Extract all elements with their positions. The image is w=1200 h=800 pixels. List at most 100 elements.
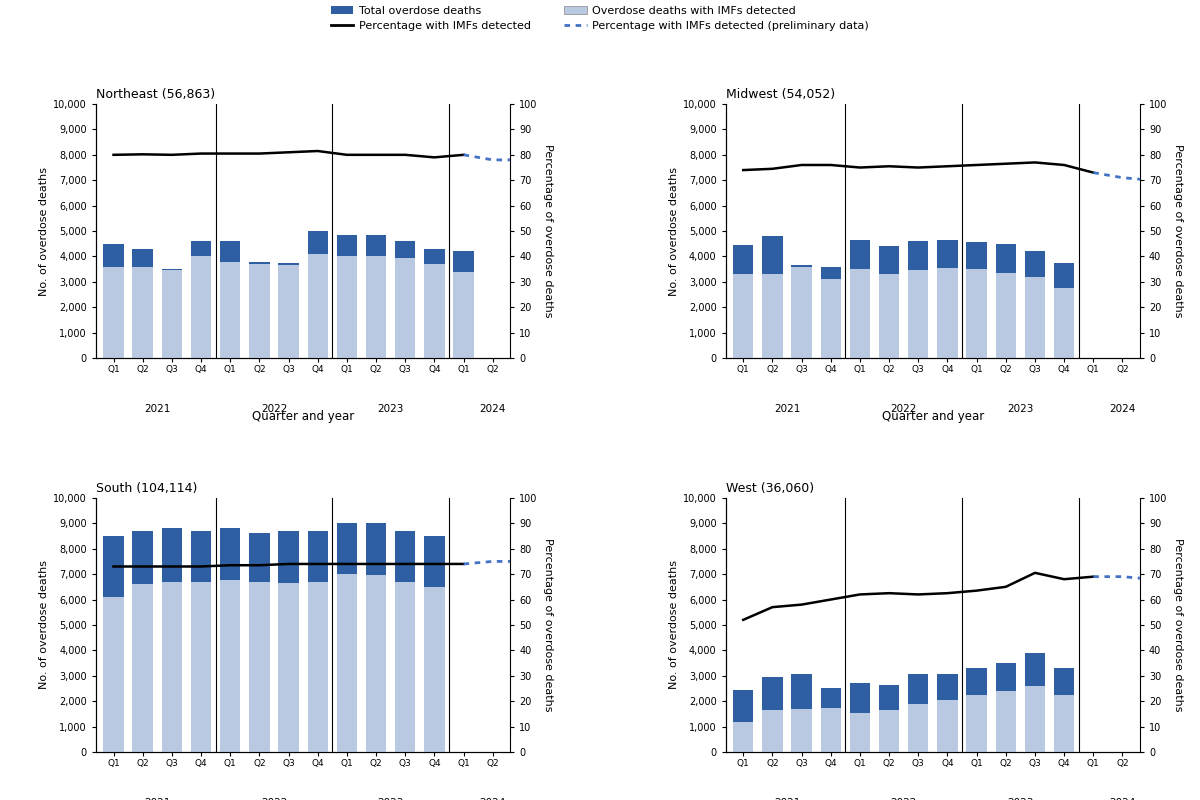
Bar: [937, 674, 958, 752]
Bar: [878, 710, 899, 752]
Bar: [850, 713, 870, 752]
Text: 2024: 2024: [1109, 404, 1135, 414]
Bar: [162, 270, 182, 358]
Bar: [1025, 251, 1045, 358]
Bar: [337, 235, 358, 358]
Text: 2024: 2024: [1109, 798, 1135, 800]
Text: 2022: 2022: [260, 404, 287, 414]
Y-axis label: No. of overdose deaths: No. of overdose deaths: [668, 561, 679, 690]
Bar: [850, 269, 870, 358]
Bar: [821, 689, 841, 752]
Bar: [966, 269, 986, 358]
Bar: [307, 231, 328, 358]
Y-axis label: No. of overdose deaths: No. of overdose deaths: [40, 561, 49, 690]
Text: Northeast (56,863): Northeast (56,863): [96, 89, 215, 102]
X-axis label: Quarter and year: Quarter and year: [252, 410, 354, 423]
Bar: [337, 523, 358, 752]
Bar: [425, 536, 445, 752]
Bar: [278, 531, 299, 752]
Bar: [250, 582, 270, 752]
Bar: [762, 236, 782, 358]
Bar: [878, 685, 899, 752]
Bar: [425, 587, 445, 752]
Bar: [191, 242, 211, 358]
Text: South (104,114): South (104,114): [96, 482, 197, 495]
Bar: [278, 583, 299, 752]
Bar: [220, 262, 240, 358]
Bar: [395, 242, 415, 358]
Bar: [307, 582, 328, 752]
Bar: [733, 722, 754, 752]
Bar: [132, 249, 152, 358]
Bar: [366, 575, 386, 752]
Bar: [937, 268, 958, 358]
Bar: [966, 242, 986, 358]
Bar: [454, 251, 474, 358]
Bar: [132, 584, 152, 752]
Text: 2023: 2023: [378, 404, 404, 414]
Bar: [733, 690, 754, 752]
Bar: [966, 668, 986, 752]
Bar: [1054, 263, 1074, 358]
Bar: [733, 245, 754, 358]
Bar: [162, 582, 182, 752]
Bar: [395, 531, 415, 752]
Bar: [103, 536, 124, 752]
Bar: [821, 707, 841, 752]
Text: Midwest (54,052): Midwest (54,052): [726, 89, 835, 102]
Bar: [937, 700, 958, 752]
Bar: [425, 249, 445, 358]
Bar: [762, 710, 782, 752]
Bar: [162, 269, 182, 358]
Bar: [337, 574, 358, 752]
Bar: [1025, 277, 1045, 358]
X-axis label: Quarter and year: Quarter and year: [882, 410, 984, 423]
Bar: [1025, 686, 1045, 752]
Bar: [878, 274, 899, 358]
Bar: [278, 266, 299, 358]
Bar: [791, 266, 811, 358]
Bar: [220, 242, 240, 358]
Bar: [908, 270, 929, 358]
Text: 2022: 2022: [890, 404, 917, 414]
Bar: [103, 244, 124, 358]
Bar: [278, 263, 299, 358]
Bar: [1054, 288, 1074, 358]
Bar: [733, 274, 754, 358]
Bar: [821, 279, 841, 358]
Bar: [250, 262, 270, 358]
Text: 2023: 2023: [1007, 404, 1033, 414]
Bar: [791, 709, 811, 752]
Bar: [454, 272, 474, 358]
Text: 2021: 2021: [774, 798, 800, 800]
Bar: [1054, 668, 1074, 752]
Text: 2021: 2021: [144, 404, 170, 414]
Y-axis label: Percentage of overdose deaths: Percentage of overdose deaths: [544, 144, 553, 318]
Bar: [191, 257, 211, 358]
Bar: [366, 235, 386, 358]
Bar: [220, 528, 240, 752]
Bar: [996, 691, 1016, 752]
Bar: [908, 674, 929, 752]
Bar: [791, 266, 811, 358]
Bar: [250, 534, 270, 752]
Bar: [996, 273, 1016, 358]
Text: 2023: 2023: [378, 798, 404, 800]
Text: 2021: 2021: [144, 798, 170, 800]
Y-axis label: No. of overdose deaths: No. of overdose deaths: [40, 166, 49, 295]
Bar: [337, 257, 358, 358]
Bar: [103, 597, 124, 752]
Text: 2022: 2022: [890, 798, 917, 800]
Bar: [162, 528, 182, 752]
Bar: [850, 683, 870, 752]
Bar: [191, 582, 211, 752]
Text: West (36,060): West (36,060): [726, 482, 814, 495]
Bar: [996, 663, 1016, 752]
Y-axis label: No. of overdose deaths: No. of overdose deaths: [668, 166, 679, 295]
Bar: [103, 266, 124, 358]
Text: 2021: 2021: [774, 404, 800, 414]
Bar: [908, 704, 929, 752]
Bar: [850, 240, 870, 358]
Bar: [1025, 653, 1045, 752]
Text: 2023: 2023: [1007, 798, 1033, 800]
